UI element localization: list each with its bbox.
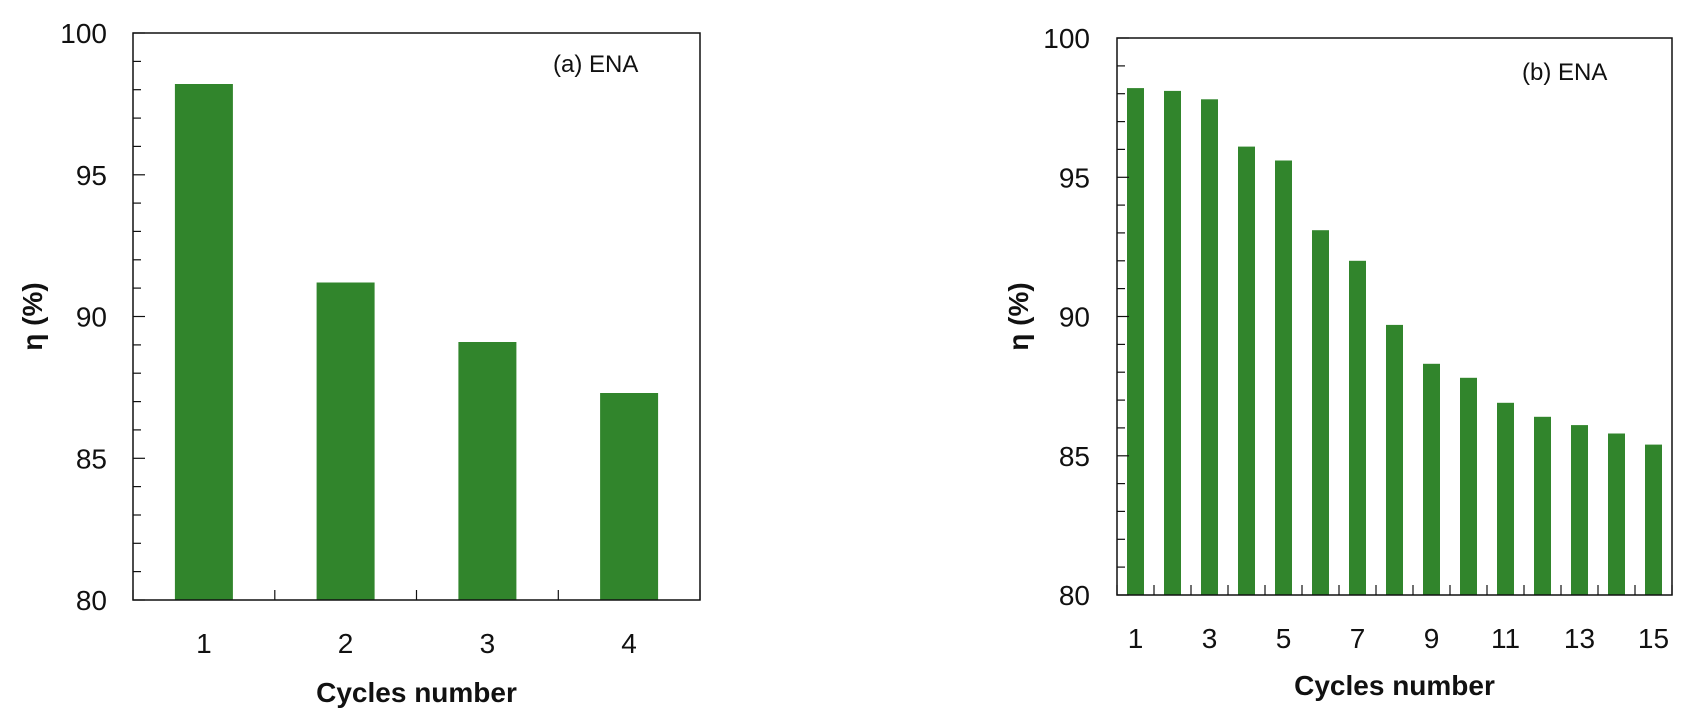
y-tick-label: 90	[1059, 302, 1090, 333]
x-tick-label: 13	[1564, 623, 1595, 654]
x-tick-label: 2	[338, 628, 354, 659]
y-tick-label: 85	[76, 443, 107, 474]
bar-cycle-5	[1275, 160, 1292, 595]
bar-cycle-8	[1386, 324, 1403, 595]
x-tick-label: 4	[621, 628, 637, 659]
x-tick-label: 11	[1491, 623, 1520, 654]
x-tick-label: 1	[196, 628, 212, 659]
panel-annotation: (b) ENA	[1522, 59, 1607, 86]
bar-cycle-3	[458, 342, 517, 600]
bar-cycle-2	[316, 282, 375, 600]
x-axis-title: Cycles number	[316, 677, 517, 708]
x-tick-label: 15	[1638, 623, 1669, 654]
bar-cycle-6	[1312, 230, 1329, 595]
x-tick-label: 5	[1276, 623, 1292, 654]
x-tick-label: 1	[1128, 623, 1144, 654]
bar-cycle-13	[1571, 425, 1588, 595]
y-axis-title: η (%)	[1003, 282, 1034, 350]
y-tick-label: 85	[1059, 441, 1090, 472]
y-tick-label: 90	[76, 302, 107, 333]
bar-cycle-14	[1608, 433, 1625, 595]
bar-cycle-1	[174, 84, 233, 600]
y-tick-label: 100	[60, 18, 107, 49]
y-tick-label: 80	[76, 585, 107, 616]
bar-cycle-10	[1460, 377, 1477, 595]
bar-cycle-15	[1645, 444, 1662, 595]
bar-cycle-11	[1497, 402, 1514, 595]
x-tick-label: 3	[1202, 623, 1218, 654]
bar-cycle-4	[600, 393, 659, 600]
bar-cycle-9	[1423, 363, 1440, 595]
y-axis-title: η (%)	[17, 282, 48, 350]
bar-cycle-7	[1349, 260, 1366, 595]
chart-a: 80 85 90 95 100 1 2 3 4 Cycles number η (%) (a) ENA	[17, 18, 701, 708]
x-axis-title: Cycles number	[1294, 670, 1495, 701]
x-tick-label: 3	[480, 628, 496, 659]
y-tick-label: 95	[76, 160, 107, 191]
x-tick-label: 7	[1350, 623, 1366, 654]
panel-annotation: (a) ENA	[553, 51, 638, 78]
y-tick-label: 80	[1059, 580, 1090, 611]
bar-cycle-12	[1534, 416, 1551, 595]
bar-cycle-2	[1164, 90, 1181, 596]
bar-cycle-3	[1201, 99, 1218, 596]
y-tick-label: 100	[1043, 23, 1090, 54]
bar-cycle-1	[1127, 88, 1144, 595]
bar-cycle-4	[1238, 146, 1255, 595]
x-tick-label: 9	[1424, 623, 1440, 654]
y-tick-label: 95	[1059, 162, 1090, 193]
